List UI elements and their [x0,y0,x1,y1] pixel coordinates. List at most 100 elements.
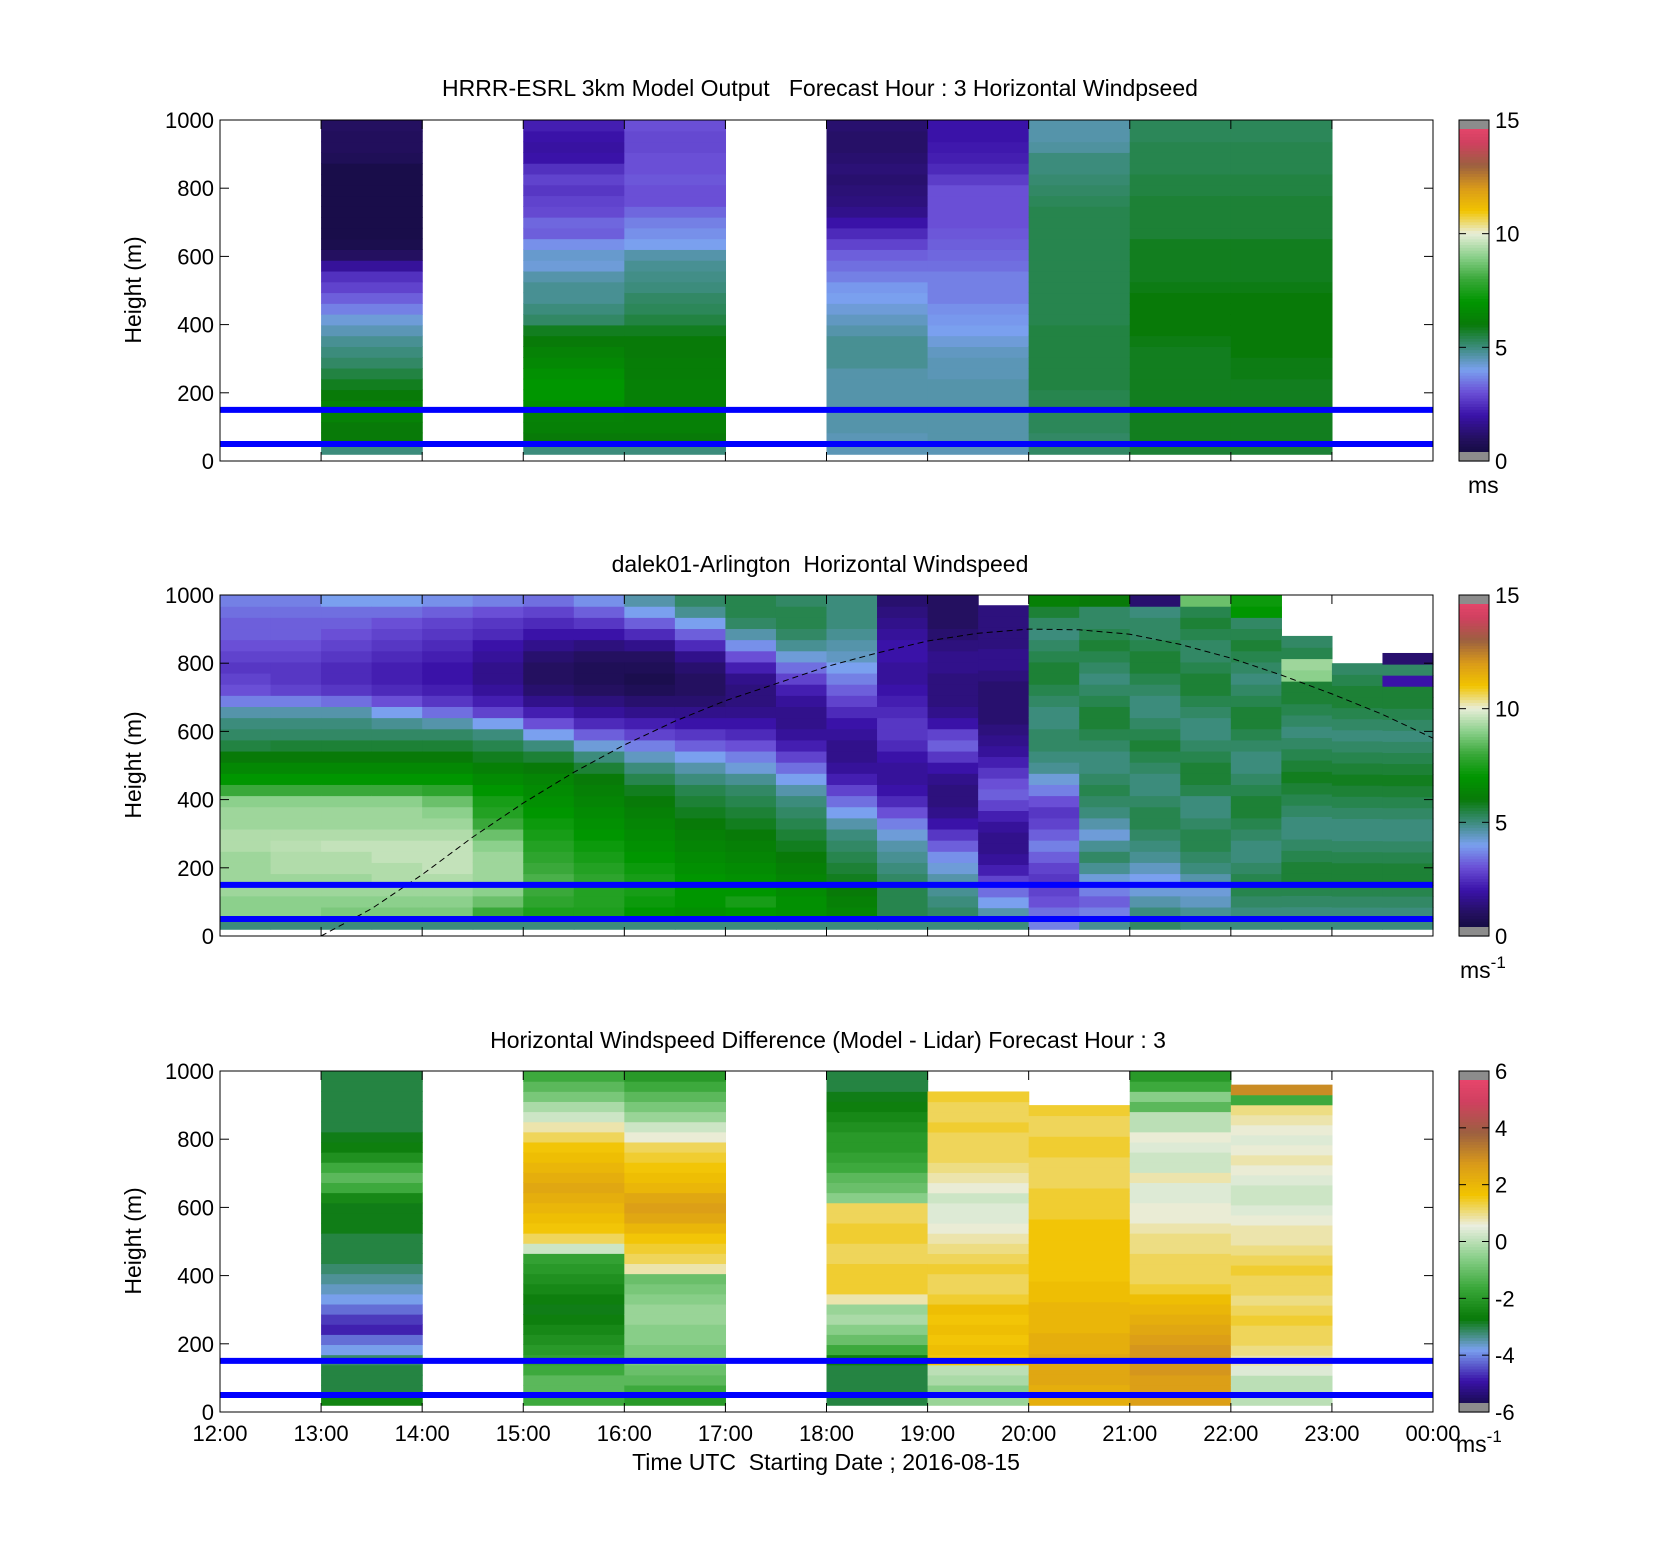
heatmap-cell [270,795,322,808]
heatmap-cell [321,1192,423,1204]
heatmap-cell [725,628,777,641]
heatmap-cell [1079,661,1131,674]
heatmap-cell [422,784,474,797]
heatmap-cell [1180,918,1232,930]
colorbar-swatch [1459,1289,1489,1294]
colorbar-swatch [1459,1264,1489,1268]
colorbar-swatch [1459,321,1489,326]
heatmap-cell [927,389,1030,401]
heatmap-cell [624,389,727,401]
panel3-heatmap [321,1071,1333,1406]
colorbar-swatch [1459,1082,1489,1086]
heatmap-cell [978,659,1030,671]
heatmap-cell [321,281,423,294]
colorbar-swatch [1459,1090,1489,1095]
heatmap-cell [624,1253,727,1265]
heatmap-cell [927,628,979,641]
heatmap-cell [826,1212,929,1224]
heatmap-cell [1129,1182,1232,1194]
colorbar-swatch [1459,1275,1489,1280]
heatmap-cell [775,706,828,719]
colorbar-tick-label: -6 [1495,1400,1515,1425]
heatmap-cell [927,217,1030,229]
panel-lidar: dalek01-Arlington Horizontal Windspeed 0… [120,551,1519,983]
colorbar-swatch [1459,222,1489,226]
heatmap-cell [775,617,828,630]
heatmap-cell [573,918,625,930]
heatmap-cell [321,1314,423,1325]
heatmap-cell [725,595,777,607]
heatmap-cell [1230,773,1282,785]
colorbar-swatch [1459,202,1489,206]
heatmap-cell [321,292,423,304]
colorbar-swatch [1459,378,1489,383]
heatmap-cell [927,851,979,863]
heatmap-cell [321,184,423,197]
heatmap-cell [1129,400,1232,412]
heatmap-cell [321,217,423,229]
colorbar-swatch [1459,1315,1489,1319]
heatmap-cell [1129,238,1232,250]
colorbar-swatch [1459,208,1489,212]
heatmap-cell [472,661,524,674]
heatmap-cell [523,840,575,852]
colorbar-swatch [1459,910,1489,914]
heatmap-cell [270,817,322,830]
heatmap-cell [422,884,474,897]
colorbar-swatch [1459,705,1489,710]
heatmap-cell [270,862,322,875]
heatmap-cell [1230,1385,1333,1396]
colorbar-swatch [1459,776,1489,781]
heatmap-cell [775,695,828,707]
heatmap-cell [1331,663,1384,675]
heatmap-cell [927,335,1030,347]
colorbar-swatch [1459,759,1489,764]
heatmap-cell [573,728,625,741]
heatmap-cell [321,918,373,930]
heatmap-cell [1028,400,1131,412]
heatmap-cell [1028,292,1131,304]
colorbar-swatch [1459,250,1489,255]
heatmap-cell [1129,684,1181,696]
heatmap-cell [826,1273,929,1285]
colorbar-swatch [1459,1235,1489,1240]
heatmap-cell [220,851,272,863]
heatmap-cell [927,1293,1030,1305]
heatmap-cell [1230,184,1333,197]
heatmap-cell [1079,639,1131,652]
heatmap-cell [978,734,1030,747]
heatmap-cell [826,828,878,841]
colorbar-swatch [1459,1304,1489,1308]
colorbar-swatch [1459,1343,1489,1348]
heatmap-cell [1129,606,1181,618]
colorbar-swatch [1459,1369,1489,1373]
colorbar-swatch [1459,737,1489,741]
heatmap-cell [1079,828,1131,841]
colorbar-swatch [1459,1312,1489,1316]
heatmap-cell [624,918,676,930]
heatmap-cell [270,762,322,774]
heatmap-cell [674,628,727,641]
heatmap-cell [1382,664,1434,676]
heatmap-cell [624,762,676,774]
heatmap-cell [1129,173,1232,186]
panel1-title: HRRR-ESRL 3km Model Output Forecast Hour… [442,75,1198,101]
heatmap-cell [220,717,272,730]
heatmap-cell [624,367,727,380]
heatmap-cell [877,739,929,752]
heatmap-cell [1382,907,1434,919]
colorbar-swatch [1459,1187,1489,1191]
heatmap-cell [422,828,474,841]
colorbar-swatch [1459,1213,1489,1217]
heatmap-cell [1230,639,1282,652]
heatmap-cell [1230,840,1282,852]
heatmap-cell [1281,895,1333,908]
heatmap-cell [927,873,979,886]
heatmap-cell [371,628,423,641]
heatmap-cell [1028,184,1131,197]
heatmap-cell [877,617,929,630]
heatmap-cell [927,163,1030,175]
heatmap-cell [927,717,979,730]
heatmap-cell [1028,1312,1131,1323]
